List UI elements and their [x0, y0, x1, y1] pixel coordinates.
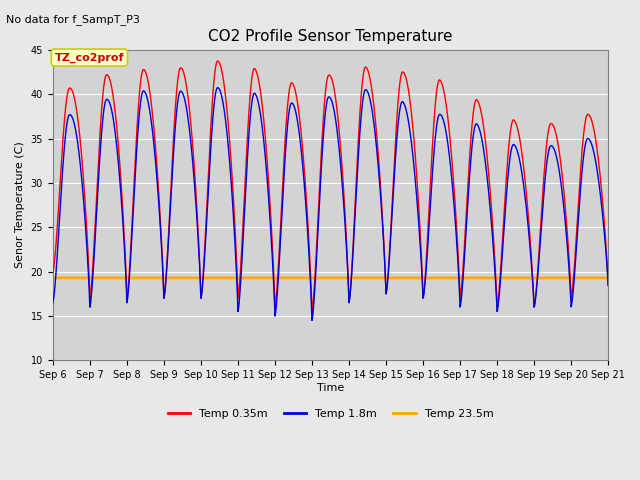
Y-axis label: Senor Temperature (C): Senor Temperature (C) — [15, 142, 25, 268]
Text: TZ_co2prof: TZ_co2prof — [54, 52, 124, 63]
Title: CO2 Profile Sensor Temperature: CO2 Profile Sensor Temperature — [208, 29, 452, 44]
X-axis label: Time: Time — [317, 383, 344, 393]
Legend: Temp 0.35m, Temp 1.8m, Temp 23.5m: Temp 0.35m, Temp 1.8m, Temp 23.5m — [163, 404, 498, 423]
Text: No data for f_SampT_P3: No data for f_SampT_P3 — [6, 14, 140, 25]
